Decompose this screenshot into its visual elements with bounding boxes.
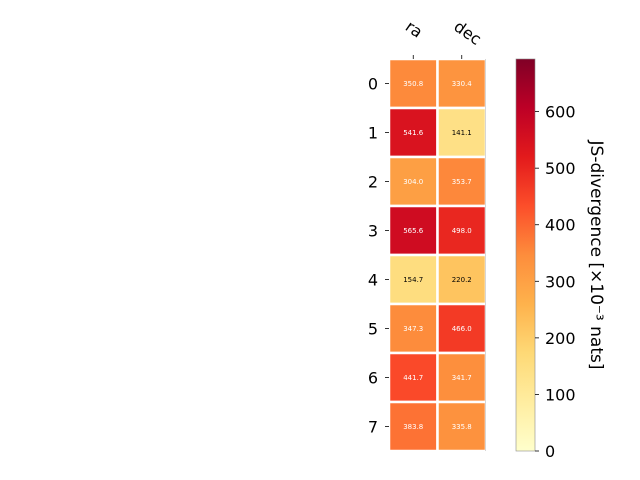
heatmap-cell-label: 341.7 xyxy=(452,374,472,382)
heatmap-cell-label: 335.8 xyxy=(452,423,472,431)
heatmap-cell xyxy=(436,400,488,453)
heatmap-cell xyxy=(436,204,488,257)
heatmap-cell-label: 347.3 xyxy=(403,325,423,333)
heatmap-cell-label: 330.4 xyxy=(452,80,473,88)
colorbar-ticks: 0 100 200 300 400 500 600 xyxy=(535,103,576,461)
heatmap-cell xyxy=(436,253,488,306)
column-tick-label: dec xyxy=(450,17,484,49)
colorbar-tick-label: 600 xyxy=(545,103,576,122)
heatmap-cell-label: 141.1 xyxy=(452,129,472,137)
heatmap-cell-label: 350.8 xyxy=(403,80,423,88)
heatmap-cell-label: 353.7 xyxy=(452,178,472,186)
heatmap-cell-label: 304.0 xyxy=(403,178,423,186)
heatmap-cell-label: 498.0 xyxy=(452,227,472,235)
row-tick-label: 4 xyxy=(368,271,378,290)
column-tick-label: ra xyxy=(402,17,426,42)
colorbar-tick-label: 200 xyxy=(545,329,576,348)
heatmap-cell-label: 220.2 xyxy=(452,276,472,284)
row-tick-label: 1 xyxy=(368,124,378,143)
colorbar-tick-label: 500 xyxy=(545,159,576,178)
heatmap-cell-label: 565.6 xyxy=(403,227,424,235)
heatmap-cell xyxy=(436,155,488,208)
colorbar-label: JS-divergence [×10⁻³ nats] xyxy=(586,140,606,370)
colorbar-tick-label: 300 xyxy=(545,272,576,291)
colorbar: 0 100 200 300 400 500 600 JS-divergence [×10⁻³… xyxy=(515,58,606,461)
row-tick-label: 7 xyxy=(368,418,378,437)
heatmap-cell-label: 383.8 xyxy=(403,423,423,431)
row-tick-label: 6 xyxy=(368,369,378,388)
heatmap-cell-label: 466.0 xyxy=(452,325,472,333)
heatmap-cell-label: 154.7 xyxy=(403,276,423,284)
row-tick-label: 2 xyxy=(368,173,378,192)
heatmap-cells: 350.8 330.4 541.6 141.1 304.0 353.7 565.6 498.0… xyxy=(387,57,488,453)
row-tick-label: 3 xyxy=(368,222,378,241)
heatmap-cell-label: 541.6 xyxy=(403,129,424,137)
heatmap-cell xyxy=(436,106,488,159)
colorbar-tick-label: 100 xyxy=(545,385,576,404)
colorbar-gradient xyxy=(515,58,536,452)
colorbar-tick-label: 0 xyxy=(545,442,555,461)
colorbar-tick-label: 400 xyxy=(545,216,576,235)
row-tick-label: 5 xyxy=(368,320,378,339)
heatmap-cell-label: 441.7 xyxy=(403,374,423,382)
row-tick-label: 0 xyxy=(368,75,378,94)
